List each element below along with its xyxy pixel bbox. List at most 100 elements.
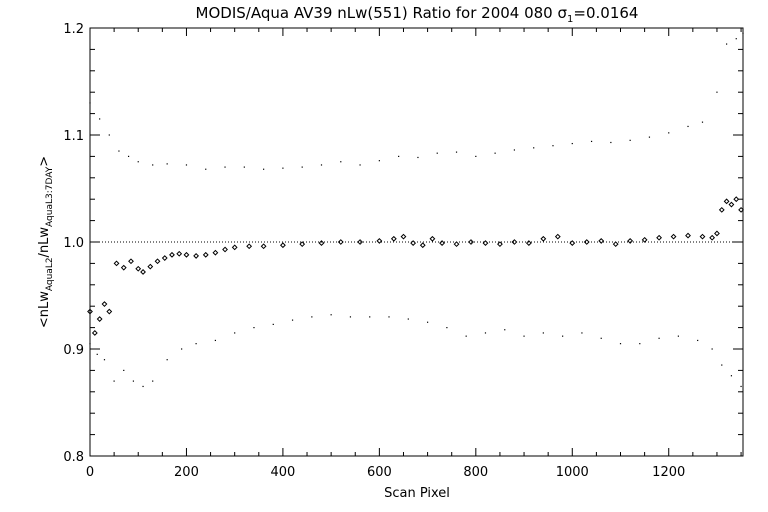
- data-point: [468, 239, 474, 245]
- data-point: [246, 243, 253, 250]
- data-point: [511, 239, 518, 245]
- tick-labels: 0 200 400 600 800 1000 1200 0.8 0.9 1.0 1.1 1.2: [63, 22, 685, 480]
- bound-point: [291, 319, 294, 321]
- data-point: [161, 255, 168, 261]
- data-point: [554, 233, 561, 240]
- data-point: [540, 235, 547, 242]
- data-point: [410, 240, 417, 246]
- x-tick-label: 400: [270, 465, 295, 480]
- y-tick-label: 1.0: [63, 236, 84, 251]
- data-point: [482, 240, 489, 246]
- bound-point: [742, 32, 744, 34]
- y-axis-title: <nLwAquaL2/nLwAquaL3:7DAY>: [37, 156, 55, 328]
- bound-point: [185, 164, 188, 166]
- bound-point: [181, 348, 183, 350]
- bound-point: [349, 316, 352, 318]
- data-point: [280, 242, 286, 249]
- chart-title-main: MODIS/Aqua AV39 nLw(551) Ratio for 2004 …: [196, 4, 558, 22]
- bound-point: [687, 125, 689, 128]
- data-point: [337, 239, 344, 245]
- bound-point: [701, 121, 704, 123]
- bound-point: [542, 332, 544, 334]
- data-point: [376, 238, 383, 244]
- bound-point: [272, 323, 274, 325]
- bound-point: [301, 166, 303, 168]
- bound-point: [629, 139, 631, 141]
- data-point: [231, 244, 238, 251]
- bound-point: [369, 316, 371, 318]
- bound-point: [677, 335, 679, 337]
- x-tick-label: 0: [86, 465, 94, 480]
- data-point: [723, 198, 730, 205]
- data-point: [709, 234, 716, 241]
- data-point: [140, 269, 146, 275]
- data-point: [176, 250, 183, 257]
- bound-point: [359, 164, 361, 166]
- bound-point: [581, 332, 583, 334]
- bound-point: [253, 327, 255, 329]
- bound-point: [113, 380, 115, 382]
- y-tick-label: 1.1: [63, 129, 84, 144]
- series-lower-bound: [89, 314, 742, 388]
- bound-point: [465, 335, 467, 337]
- bound-point: [455, 151, 458, 153]
- bound-point: [552, 145, 554, 147]
- bound-point: [523, 335, 525, 337]
- bound-point: [697, 339, 699, 342]
- data-point: [728, 201, 735, 208]
- x-tick-label: 800: [463, 465, 488, 480]
- x-axis-title: Scan Pixel: [384, 486, 450, 501]
- data-point: [154, 258, 161, 265]
- bound-point: [137, 161, 139, 163]
- bound-point: [214, 339, 216, 342]
- bound-point: [740, 385, 742, 388]
- y-tick-label: 1.2: [63, 22, 84, 37]
- bound-point: [619, 343, 622, 345]
- data-point: [738, 206, 744, 213]
- bound-point: [475, 155, 477, 157]
- data-point: [583, 239, 590, 245]
- bound-point: [417, 156, 419, 159]
- bound-point: [398, 155, 400, 157]
- bound-point: [668, 132, 670, 134]
- bound-point: [234, 332, 236, 334]
- data-point: [733, 196, 740, 203]
- chart-title-value: =0.0164: [573, 4, 638, 22]
- data-point: [147, 263, 154, 270]
- chart-title-sigma: σ: [558, 4, 568, 22]
- chart-title: MODIS/Aqua AV39 nLw(551) Ratio for 2004 …: [196, 4, 639, 25]
- bound-point: [282, 167, 284, 169]
- data-point: [699, 233, 706, 240]
- bound-point: [426, 321, 429, 323]
- data-point: [598, 238, 605, 244]
- bound-point: [330, 314, 332, 316]
- bound-point: [152, 164, 154, 166]
- bound-point: [152, 380, 154, 382]
- y-tick-label: 0.9: [63, 343, 84, 358]
- data-point: [670, 233, 677, 240]
- bound-point: [484, 332, 487, 334]
- bound-point: [243, 166, 245, 168]
- x-tick-label: 600: [367, 465, 392, 480]
- bound-point: [99, 118, 101, 120]
- series-upper-bound: [89, 32, 744, 170]
- data-point: [357, 239, 363, 245]
- bound-point: [378, 160, 380, 162]
- data-marks: [87, 32, 744, 388]
- bound-point: [494, 152, 496, 154]
- data-point: [183, 251, 190, 258]
- bound-point: [504, 329, 506, 331]
- data-point: [318, 240, 325, 246]
- data-point: [222, 246, 228, 253]
- data-point: [714, 230, 720, 237]
- bound-point: [142, 385, 144, 388]
- x-tick-label: 1200: [652, 465, 685, 480]
- data-point: [656, 234, 662, 241]
- y-axis-title-sub1: AquaL2: [45, 257, 55, 291]
- bound-point: [721, 364, 723, 366]
- data-point: [525, 240, 532, 246]
- data-point: [135, 265, 142, 272]
- data-point: [260, 243, 267, 250]
- bound-point: [735, 38, 737, 40]
